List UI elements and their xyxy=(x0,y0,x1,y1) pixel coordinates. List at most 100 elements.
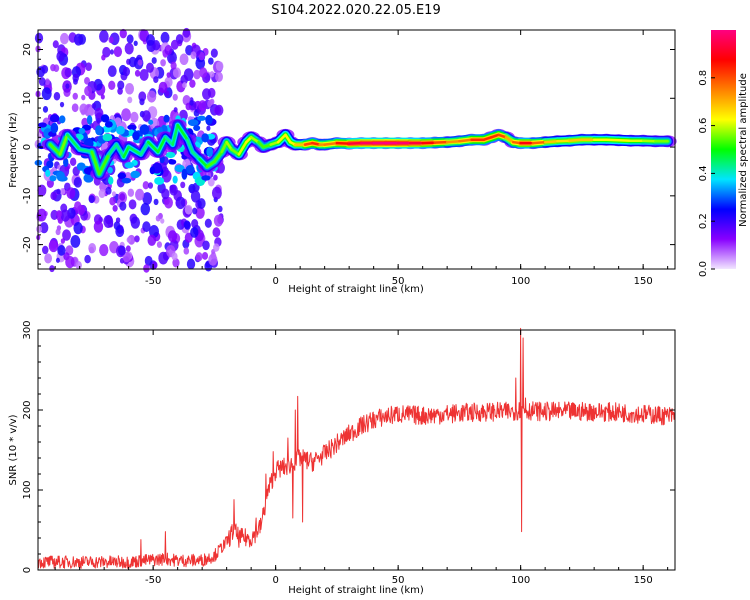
spectrogram-cell xyxy=(146,62,154,73)
spectrogram-frame xyxy=(37,29,676,270)
spectrogram-cell xyxy=(189,79,196,88)
spectrogram-cell xyxy=(183,220,191,229)
snr-xtick-label: 150 xyxy=(634,575,653,586)
spectrogram-xtick-label: 0 xyxy=(272,276,278,287)
spectrogram-cell xyxy=(207,177,215,187)
spectrogram-cell xyxy=(48,239,59,253)
spectrogram-cell xyxy=(161,169,172,183)
spectrogram-cell xyxy=(153,198,159,206)
spectrogram-cell xyxy=(42,105,49,113)
spectrogram-cell xyxy=(156,126,163,134)
spectrogram-ridge-segment xyxy=(458,138,473,143)
snr-xlabel: Height of straight line (km) xyxy=(288,585,424,596)
spectrogram-cell xyxy=(167,230,178,243)
spectrogram-cell xyxy=(56,210,62,218)
spectrogram-cell xyxy=(69,157,77,166)
spectrogram-cell xyxy=(75,261,82,270)
spectrogram-cell xyxy=(50,64,56,72)
spectrogram-ytick-label: -20 xyxy=(22,236,33,252)
spectrogram-cell xyxy=(128,56,137,68)
spectrogram-cell xyxy=(88,243,97,254)
spectrogram-cell xyxy=(149,166,156,175)
spectrogram-cell xyxy=(190,227,199,238)
spectrogram-ridge-segment xyxy=(262,143,272,149)
spectrogram-ridge-segment xyxy=(171,123,179,146)
spectrogram-cell xyxy=(111,191,116,197)
spectrogram-cell xyxy=(56,188,61,195)
spectrogram-cell xyxy=(91,102,97,109)
spectrogram-cell xyxy=(113,221,121,231)
spectrogram-xtick-label: -50 xyxy=(145,276,161,287)
spectrogram-cell xyxy=(154,176,165,185)
spectrogram-cell xyxy=(127,188,135,197)
spectrogram-cell xyxy=(59,101,65,108)
spectrogram-ridge-segment xyxy=(66,133,81,151)
spectrogram-cell xyxy=(126,34,134,44)
spectrogram-cell xyxy=(197,198,206,209)
spectrogram-ridge-segment xyxy=(276,133,287,144)
spectrogram-cell xyxy=(130,170,141,179)
spectrogram-cell xyxy=(155,215,161,222)
spectrogram-cell xyxy=(153,76,159,84)
spectrogram-cell xyxy=(99,244,109,257)
spectrogram-ridge-segment xyxy=(156,136,167,154)
spectrogram-cell xyxy=(86,115,93,125)
spectrogram-ridge-segment xyxy=(139,140,150,156)
spectrogram-cell xyxy=(213,243,220,252)
spectrogram-cell xyxy=(209,71,215,78)
spectrogram-cell xyxy=(107,65,117,77)
spectrogram-cell xyxy=(107,166,113,174)
spectrogram-cell xyxy=(151,57,157,64)
spectrogram-cell xyxy=(41,87,52,101)
spectrogram-cell xyxy=(172,175,178,184)
spectrogram-cell xyxy=(140,202,151,216)
spectrogram-cell xyxy=(166,72,171,78)
spectrogram-cell xyxy=(142,181,150,190)
spectrogram-cell xyxy=(139,124,150,135)
spectrogram-cell xyxy=(85,62,92,72)
spectrogram-ridge-segment xyxy=(531,140,547,145)
spectrogram-cell xyxy=(145,34,155,46)
spectrogram-cell xyxy=(39,222,49,234)
spectrogram-cell xyxy=(173,107,178,113)
snr-panel: -50 0 50 100 150 0 100 200 300 Height of straigh… xyxy=(8,320,676,596)
spectrogram-cell xyxy=(202,88,212,100)
spectrogram-cell xyxy=(104,121,113,128)
spectrogram-ridge-segment xyxy=(127,145,143,156)
spectrogram-cell xyxy=(141,110,151,122)
spectrogram-cell xyxy=(187,119,199,127)
spectrogram-cell xyxy=(59,188,66,195)
snr-frame xyxy=(37,329,676,571)
spectrogram-cell xyxy=(46,160,54,169)
spectrogram-cell xyxy=(201,251,209,260)
spectrogram-cell xyxy=(125,82,135,95)
spectrogram-ridge-segment xyxy=(497,133,508,139)
spectrogram-cell xyxy=(36,225,43,233)
spectrogram-cell xyxy=(180,181,186,189)
spectrogram-cell xyxy=(95,125,103,136)
spectrogram-cell xyxy=(178,109,188,122)
spectrogram-cell xyxy=(73,33,84,46)
colorbar-ticks: 0.0 0.2 0.4 0.6 0.8 xyxy=(698,70,715,277)
snr-xtick-label: 0 xyxy=(272,575,278,586)
spectrogram-cell xyxy=(144,255,153,266)
spectrogram-cell xyxy=(133,40,138,46)
spectrogram-cell xyxy=(56,171,65,181)
spectrogram-cell xyxy=(135,188,145,201)
snr-xtick-label: 100 xyxy=(511,575,530,586)
spectrogram-cell xyxy=(56,50,65,62)
spectrogram-cell xyxy=(195,252,203,262)
spectrogram-cell xyxy=(121,108,132,122)
spectrogram-cell xyxy=(38,77,46,86)
spectrogram-cell xyxy=(108,176,114,185)
spectrogram-cell xyxy=(160,31,170,44)
spectrogram-ridge-segment xyxy=(58,133,69,156)
spectrogram-ridge-segment xyxy=(205,160,216,168)
spectrogram-cell xyxy=(113,46,123,58)
spectrogram-cell xyxy=(84,254,91,264)
spectrogram-cell xyxy=(182,27,191,38)
spectrogram-cell xyxy=(98,188,106,199)
spectrogram-cell xyxy=(204,218,212,228)
spectrogram-cell xyxy=(71,103,79,113)
